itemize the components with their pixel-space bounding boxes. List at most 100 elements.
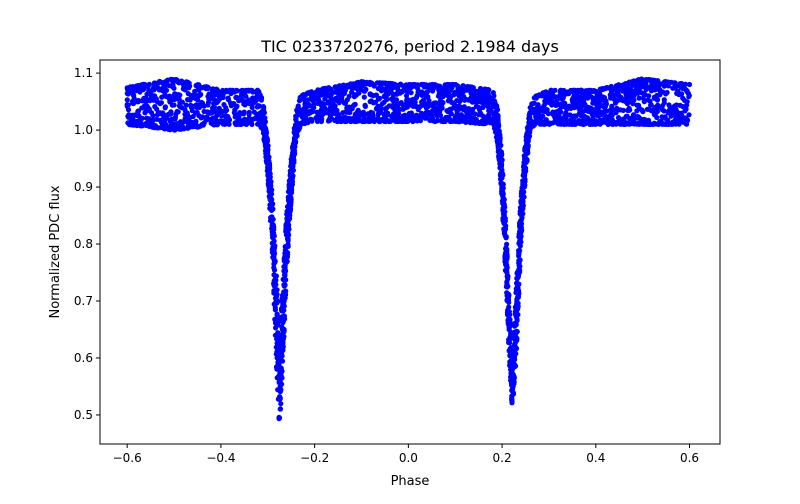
data-point	[219, 112, 225, 119]
data-point	[234, 88, 240, 94]
data-point	[225, 95, 231, 101]
data-point	[339, 89, 345, 96]
data-point	[554, 102, 560, 108]
data-point	[280, 276, 286, 282]
data-point	[242, 119, 248, 125]
data-point	[139, 122, 145, 128]
data-point	[388, 89, 394, 95]
data-point	[675, 114, 682, 120]
data-point	[543, 95, 549, 101]
data-point	[509, 387, 515, 393]
data-point	[656, 121, 662, 127]
data-point	[324, 91, 331, 98]
data-point	[549, 99, 555, 105]
y-tick-label: 0.6	[74, 351, 93, 365]
data-point	[175, 109, 181, 115]
data-point	[270, 245, 276, 251]
data-point	[235, 118, 241, 124]
data-point	[271, 272, 277, 278]
data-point	[460, 83, 466, 89]
data-point	[340, 82, 346, 88]
data-point	[526, 121, 532, 127]
data-point	[125, 113, 131, 119]
data-point	[384, 105, 390, 111]
data-point	[491, 93, 497, 99]
data-point	[513, 306, 519, 312]
data-point	[587, 121, 593, 127]
y-tick-label: 0.7	[74, 294, 93, 308]
data-point	[665, 110, 671, 116]
data-point	[455, 118, 462, 124]
data-point	[464, 87, 470, 93]
data-point	[476, 112, 482, 118]
data-point	[406, 110, 412, 117]
data-point	[184, 110, 190, 116]
data-point	[576, 117, 582, 124]
data-point	[407, 100, 414, 107]
data-point	[515, 294, 521, 300]
data-point	[473, 99, 479, 105]
data-point	[193, 118, 199, 124]
data-point	[402, 112, 408, 118]
x-tick-label: −0.4	[206, 451, 235, 465]
data-point	[397, 118, 403, 124]
data-point	[176, 96, 182, 102]
y-axis-label: Normalized PDC flux	[48, 185, 63, 318]
data-point	[245, 87, 251, 93]
y-axis: 0.5 0.6 0.7 0.8 0.9 1.0 1.1	[74, 66, 100, 422]
data-point	[300, 108, 306, 114]
data-point	[144, 91, 150, 97]
data-point	[663, 91, 669, 97]
data-point	[171, 96, 177, 103]
data-point	[281, 328, 287, 334]
data-point	[378, 82, 384, 88]
x-tick-label: −0.2	[300, 451, 329, 465]
data-point	[524, 148, 530, 154]
data-point	[373, 92, 379, 98]
data-point	[322, 96, 328, 102]
data-point	[412, 99, 418, 105]
data-point	[573, 113, 579, 119]
data-point	[495, 135, 501, 141]
data-point	[506, 299, 512, 305]
data-point	[309, 118, 315, 124]
data-point	[179, 119, 185, 125]
data-point	[131, 92, 137, 99]
data-point	[570, 121, 576, 127]
data-point	[511, 321, 518, 327]
data-point	[306, 103, 313, 109]
data-point	[205, 102, 211, 108]
data-point	[495, 120, 501, 126]
data-point	[272, 305, 278, 311]
data-point	[255, 103, 261, 109]
data-point	[280, 346, 286, 352]
data-point	[516, 260, 522, 266]
data-point	[142, 110, 148, 116]
data-point	[254, 87, 261, 93]
data-point	[275, 359, 281, 365]
data-point	[638, 76, 644, 82]
x-axis: −0.6 −0.4 −0.2 0.0 0.2 0.4 0.6	[113, 444, 699, 465]
data-point	[267, 191, 274, 197]
data-point	[684, 99, 690, 105]
data-point	[336, 112, 342, 118]
data-point	[273, 287, 279, 293]
data-point	[514, 298, 520, 305]
data-point	[184, 119, 190, 125]
data-point	[227, 87, 233, 93]
data-point	[498, 171, 504, 177]
data-point	[530, 123, 536, 129]
data-point	[496, 144, 502, 150]
data-point	[500, 191, 506, 197]
data-point	[293, 113, 299, 119]
data-point	[509, 395, 515, 401]
data-point	[502, 219, 508, 225]
data-point	[650, 121, 656, 127]
data-point	[140, 87, 146, 93]
data-point	[288, 198, 294, 204]
data-point	[641, 116, 647, 122]
data-point	[190, 113, 196, 120]
data-point	[463, 96, 469, 102]
data-point	[254, 112, 260, 118]
